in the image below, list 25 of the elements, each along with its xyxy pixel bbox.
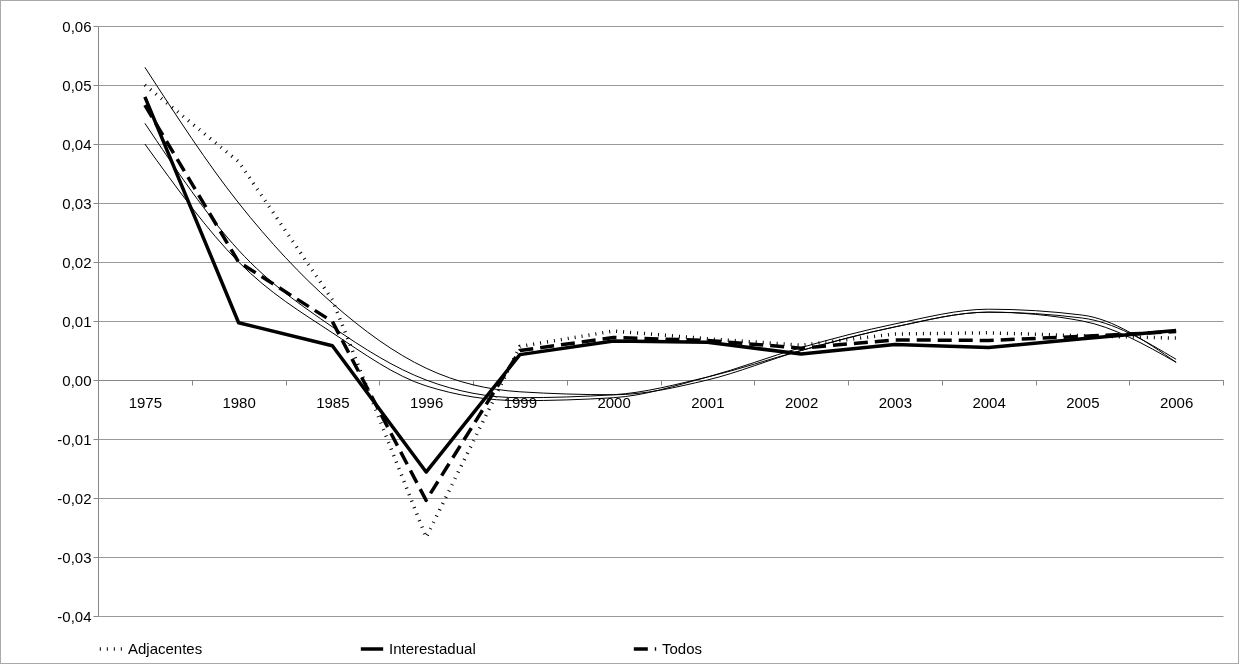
y-tick-label: -0,03: [57, 548, 92, 566]
y-tick-label: -0,02: [57, 489, 92, 507]
x-tick-label: 2006: [1159, 393, 1194, 411]
x-tick-label: 2000: [597, 393, 631, 411]
y-tick-label: 0,03: [62, 194, 92, 212]
y-tick-label: 0,05: [62, 76, 92, 94]
x-tick-label: 1975: [128, 393, 163, 411]
y-tick-label: 0,02: [62, 253, 92, 271]
y-tick-label: -0,04: [57, 607, 92, 625]
y-tick-label: 0,00: [62, 371, 92, 389]
y-tick-label: -0,01: [57, 430, 92, 448]
y-tick-label: 0,01: [62, 312, 92, 330]
x-tick-label: 2002: [784, 393, 819, 411]
x-tick-label: 1980: [222, 393, 256, 411]
x-tick-label: 2004: [972, 393, 1006, 411]
legend-label: Todos: [662, 640, 703, 657]
y-tick-label: 0,04: [62, 135, 92, 153]
x-tick-label: 1996: [409, 393, 444, 411]
x-tick-label: 1985: [316, 393, 350, 411]
x-tick-label: 2003: [878, 393, 913, 411]
legend-label: Adjacentes: [128, 640, 203, 657]
legend-label: Interestadual: [389, 640, 476, 657]
x-tick-label: 2001: [691, 393, 725, 411]
x-tick-label: 2005: [1066, 393, 1100, 411]
y-tick-label: 0,06: [62, 17, 92, 35]
